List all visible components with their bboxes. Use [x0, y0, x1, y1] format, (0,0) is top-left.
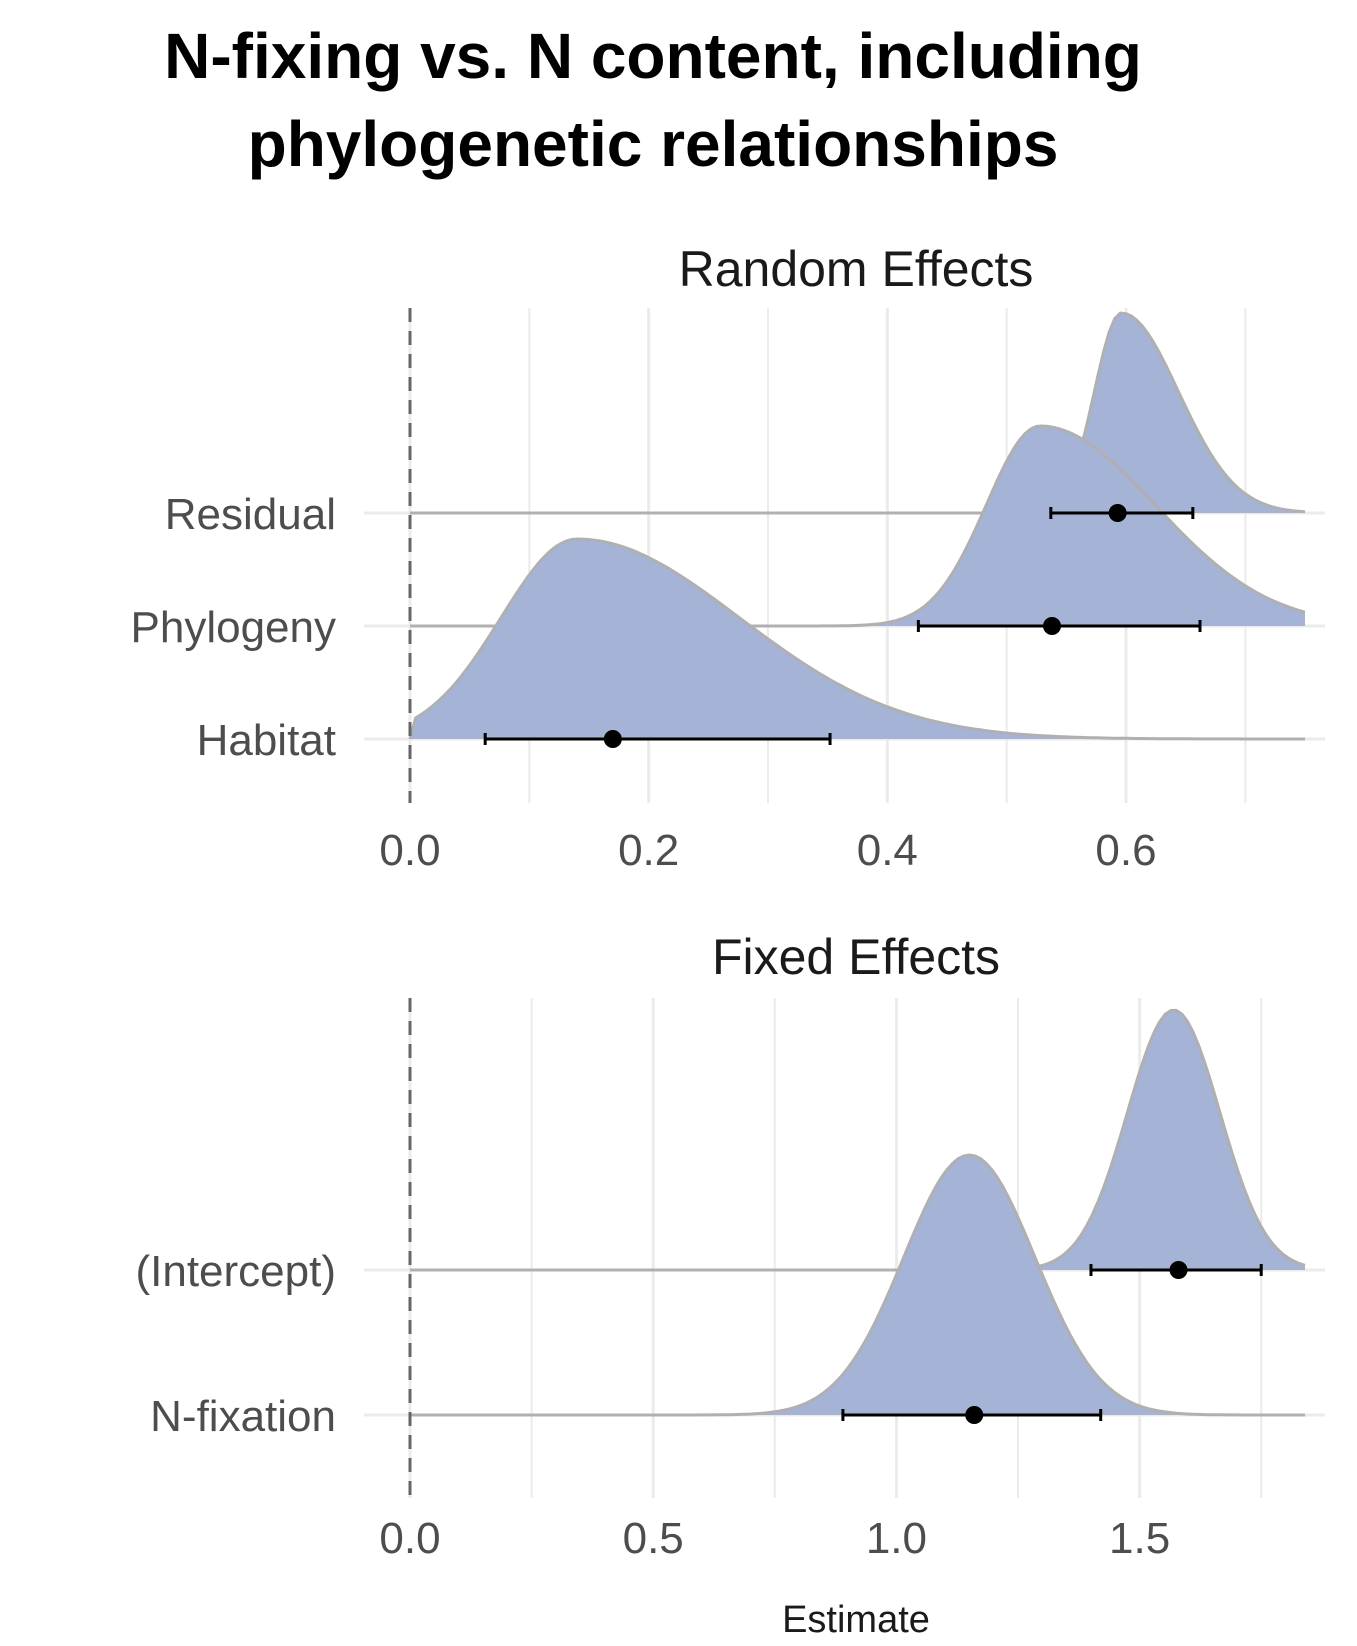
density-area-intercept: [410, 1010, 1305, 1270]
point-estimate: [965, 1406, 984, 1424]
x-tick-label: 0.0: [379, 1514, 440, 1563]
category-label: Habitat: [197, 716, 336, 765]
chart-title-line-2: phylogenetic relationships: [248, 108, 1059, 180]
x-tick-label: 0.2: [618, 826, 679, 875]
density-outline: [408, 537, 1305, 741]
fixed-effects-panel: Fixed Effects 0.0 0.5 1.0 1.5 (Intercept) N-f…: [135, 929, 1325, 1563]
x-tick-label: 1.0: [866, 1514, 927, 1563]
category-label: (Intercept): [135, 1247, 336, 1296]
density-area-n-fixation: [410, 1155, 1305, 1415]
point-estimate: [603, 730, 622, 748]
point-estimate: [1169, 1261, 1188, 1279]
category-label: Residual: [165, 490, 336, 539]
x-tick-label: 0.4: [857, 826, 918, 875]
x-tick-label: 0.6: [1095, 826, 1156, 875]
category-label: Phylogeny: [131, 603, 336, 652]
x-tick-label: 1.5: [1109, 1514, 1170, 1563]
category-label: N-fixation: [150, 1392, 336, 1441]
x-tick-label: 0.0: [379, 826, 440, 875]
density-area-residual: [410, 313, 1305, 513]
density-area-phylogeny: [410, 426, 1305, 626]
point-estimate: [1043, 617, 1062, 635]
random-effects-panel: Random Effects 0.0 0.2 0.4 0.6 Residual Phylo…: [131, 241, 1325, 875]
point-estimate: [1108, 504, 1127, 522]
x-tick-label: 0.5: [623, 1514, 684, 1563]
chart-title-line-1: N-fixing vs. N content, including: [164, 20, 1142, 92]
density-area-habitat: [410, 539, 1305, 739]
panel-title-fixed-effects: Fixed Effects: [712, 929, 1000, 985]
density-outline: [410, 311, 1306, 515]
density-outline: [410, 1008, 1306, 1272]
x-axis-title: Estimate: [782, 1599, 930, 1641]
density-outline: [410, 1153, 1305, 1417]
panel-title-random-effects: Random Effects: [679, 241, 1034, 297]
